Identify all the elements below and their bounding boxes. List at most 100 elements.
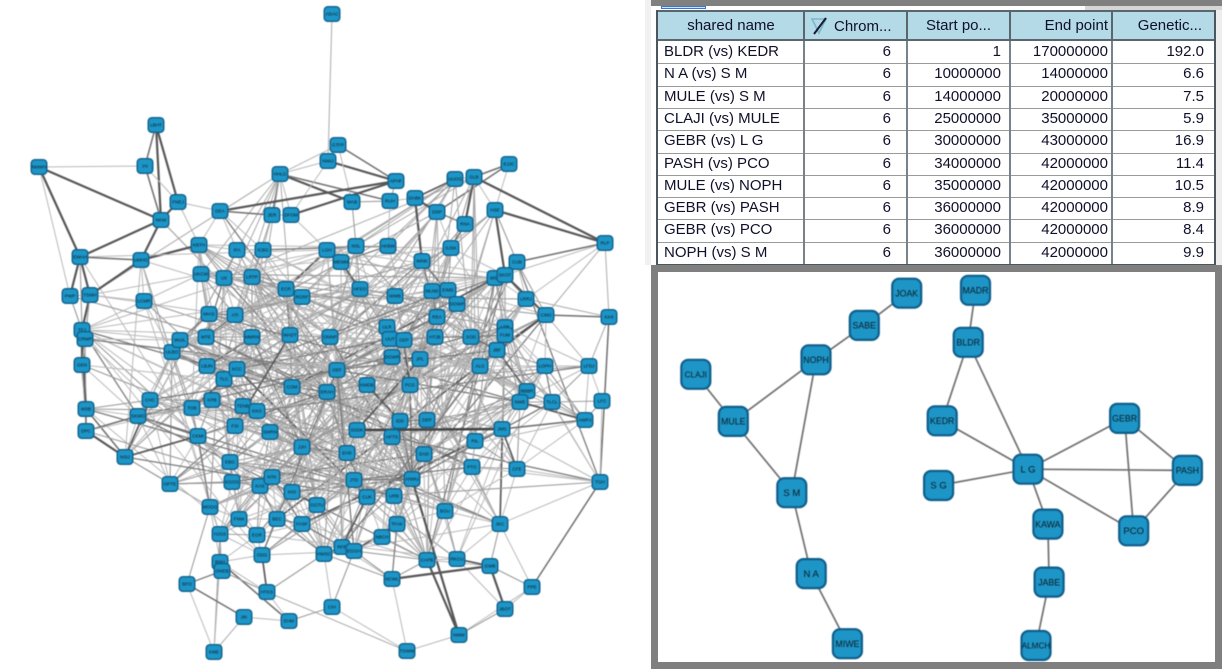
svg-text:NBCH: NBCH bbox=[375, 535, 388, 540]
svg-text:URB: URB bbox=[389, 494, 399, 499]
svg-text:PTG: PTG bbox=[467, 465, 477, 470]
svg-text:SJSK: SJSK bbox=[445, 246, 457, 251]
svg-text:KKG: KKG bbox=[252, 409, 262, 414]
svg-text:TLC: TLC bbox=[220, 377, 229, 382]
svg-text:JBF: JBF bbox=[493, 348, 501, 353]
svg-text:JBOT: JBOT bbox=[499, 607, 511, 612]
svg-text:NMWH: NMWH bbox=[32, 165, 47, 170]
svg-text:GEN: GEN bbox=[77, 363, 87, 368]
svg-text:UII: UII bbox=[221, 276, 227, 281]
svg-text:DAD: DAD bbox=[419, 452, 429, 457]
svg-text:WAB: WAB bbox=[347, 200, 357, 205]
svg-text:NOPH: NOPH bbox=[803, 355, 828, 365]
svg-text:TGH: TGH bbox=[595, 480, 605, 485]
svg-text:SKOT: SKOT bbox=[499, 273, 512, 278]
svg-text:FUM: FUM bbox=[500, 333, 510, 338]
svg-text:BGU: BGU bbox=[440, 509, 450, 514]
svg-text:DEA: DEA bbox=[215, 209, 225, 214]
svg-text:OEF: OEF bbox=[332, 368, 342, 373]
svg-text:JIK: JIK bbox=[241, 615, 249, 620]
svg-text:NMW: NMW bbox=[453, 633, 465, 638]
svg-text:NKW: NKW bbox=[156, 218, 167, 223]
svg-text:EGGH: EGGH bbox=[347, 549, 361, 554]
svg-text:UKCW: UKCW bbox=[194, 272, 209, 277]
svg-text:KIHI: KIHI bbox=[605, 315, 614, 320]
svg-text:DOWP: DOWP bbox=[450, 302, 464, 307]
svg-text:CIH: CIH bbox=[328, 605, 336, 610]
svg-text:HFTS: HFTS bbox=[386, 435, 398, 440]
svg-text:SOD: SOD bbox=[466, 335, 477, 340]
svg-text:EBG: EBG bbox=[225, 460, 235, 465]
svg-text:CHC: CHC bbox=[145, 398, 156, 403]
svg-text:CUK: CUK bbox=[362, 495, 373, 500]
svg-text:ALMCH: ALMCH bbox=[1022, 642, 1051, 651]
svg-text:EWAH: EWAH bbox=[73, 255, 87, 260]
svg-text:CAPB: CAPB bbox=[421, 558, 434, 563]
svg-text:ATI: ATI bbox=[232, 313, 239, 318]
svg-text:MEMM: MEMM bbox=[334, 260, 349, 265]
svg-text:GGTU: GGTU bbox=[310, 503, 323, 508]
svg-text:SSDK: SSDK bbox=[351, 428, 364, 433]
svg-text:BEC: BEC bbox=[272, 517, 282, 522]
svg-text:S G: S G bbox=[930, 481, 946, 492]
svg-text:S M: S M bbox=[783, 488, 800, 499]
svg-text:MULE: MULE bbox=[721, 417, 746, 427]
svg-text:NCWL: NCWL bbox=[385, 577, 399, 582]
svg-text:LOPH: LOPH bbox=[539, 364, 552, 369]
svg-text:JJH: JJH bbox=[298, 445, 306, 450]
svg-text:PASH: PASH bbox=[1176, 466, 1199, 476]
svg-text:JKC: JKC bbox=[496, 522, 505, 527]
svg-text:ADAC: ADAC bbox=[326, 12, 339, 17]
svg-text:KCC: KCC bbox=[232, 367, 242, 372]
svg-text:RUH: RUH bbox=[385, 199, 395, 204]
svg-text:AWPJ: AWPJ bbox=[579, 418, 592, 423]
svg-text:GEP: GEP bbox=[399, 338, 409, 343]
svg-text:KPB: KPB bbox=[207, 398, 216, 403]
svg-text:DFOM: DFOM bbox=[284, 213, 298, 218]
svg-text:RFE: RFE bbox=[337, 545, 346, 550]
svg-text:SMRN: SMRN bbox=[263, 430, 277, 435]
svg-text:IJUT: IJUT bbox=[385, 337, 395, 342]
svg-text:LBHT: LBHT bbox=[150, 123, 162, 128]
svg-text:DGWR: DGWR bbox=[385, 355, 400, 360]
svg-text:LRRJ: LRRJ bbox=[520, 297, 532, 302]
svg-text:GEBR: GEBR bbox=[1112, 414, 1137, 424]
svg-text:WADT: WADT bbox=[283, 333, 297, 338]
svg-text:OPTE: OPTE bbox=[164, 482, 177, 487]
svg-text:MLND: MLND bbox=[425, 289, 439, 294]
svg-text:LBJN: LBJN bbox=[201, 364, 212, 369]
svg-text:UMHG: UMHG bbox=[134, 258, 148, 263]
svg-text:NSIJ: NSIJ bbox=[120, 455, 130, 460]
svg-text:MADR: MADR bbox=[963, 286, 989, 296]
svg-text:IHO: IHO bbox=[288, 490, 297, 495]
svg-text:LCMR: LCMR bbox=[137, 299, 151, 304]
svg-text:HTJB: HTJB bbox=[429, 335, 440, 340]
svg-text:TFJ: TFJ bbox=[78, 328, 86, 333]
svg-text:MSK: MSK bbox=[490, 276, 501, 281]
svg-text:HWSC: HWSC bbox=[317, 552, 332, 557]
svg-text:APHF: APHF bbox=[390, 179, 402, 184]
svg-text:MIAS: MIAS bbox=[203, 312, 214, 317]
svg-text:HFEO: HFEO bbox=[354, 287, 367, 292]
svg-text:MIWE: MIWE bbox=[835, 639, 859, 649]
svg-text:HSE: HSE bbox=[490, 208, 499, 213]
svg-text:SKMO: SKMO bbox=[131, 414, 145, 419]
svg-text:RLP: RLP bbox=[601, 241, 610, 246]
svg-text:Chrom...: Chrom... bbox=[834, 18, 892, 35]
svg-text:MTE: MTE bbox=[201, 335, 211, 340]
svg-text:MMRN: MMRN bbox=[245, 335, 259, 340]
svg-text:CKMI: CKMI bbox=[192, 434, 203, 439]
svg-text:NSL: NSL bbox=[352, 244, 361, 249]
svg-text:IAI: IAI bbox=[142, 164, 148, 169]
svg-text:EJJC: EJJC bbox=[504, 162, 516, 167]
svg-text:KEDR: KEDR bbox=[930, 416, 954, 426]
svg-text:TFAK: TFAK bbox=[391, 522, 403, 527]
svg-text:GWB: GWB bbox=[485, 564, 496, 569]
svg-text:EGR: EGR bbox=[252, 533, 263, 538]
svg-text:ICBG: ICBG bbox=[257, 248, 269, 253]
svg-text:GTFP: GTFP bbox=[332, 143, 344, 148]
svg-text:KAS: KAS bbox=[255, 484, 264, 489]
svg-text:CFE: CFE bbox=[512, 467, 521, 472]
svg-text:JOAK: JOAK bbox=[895, 288, 918, 298]
svg-text:ODG: ODG bbox=[257, 553, 268, 558]
